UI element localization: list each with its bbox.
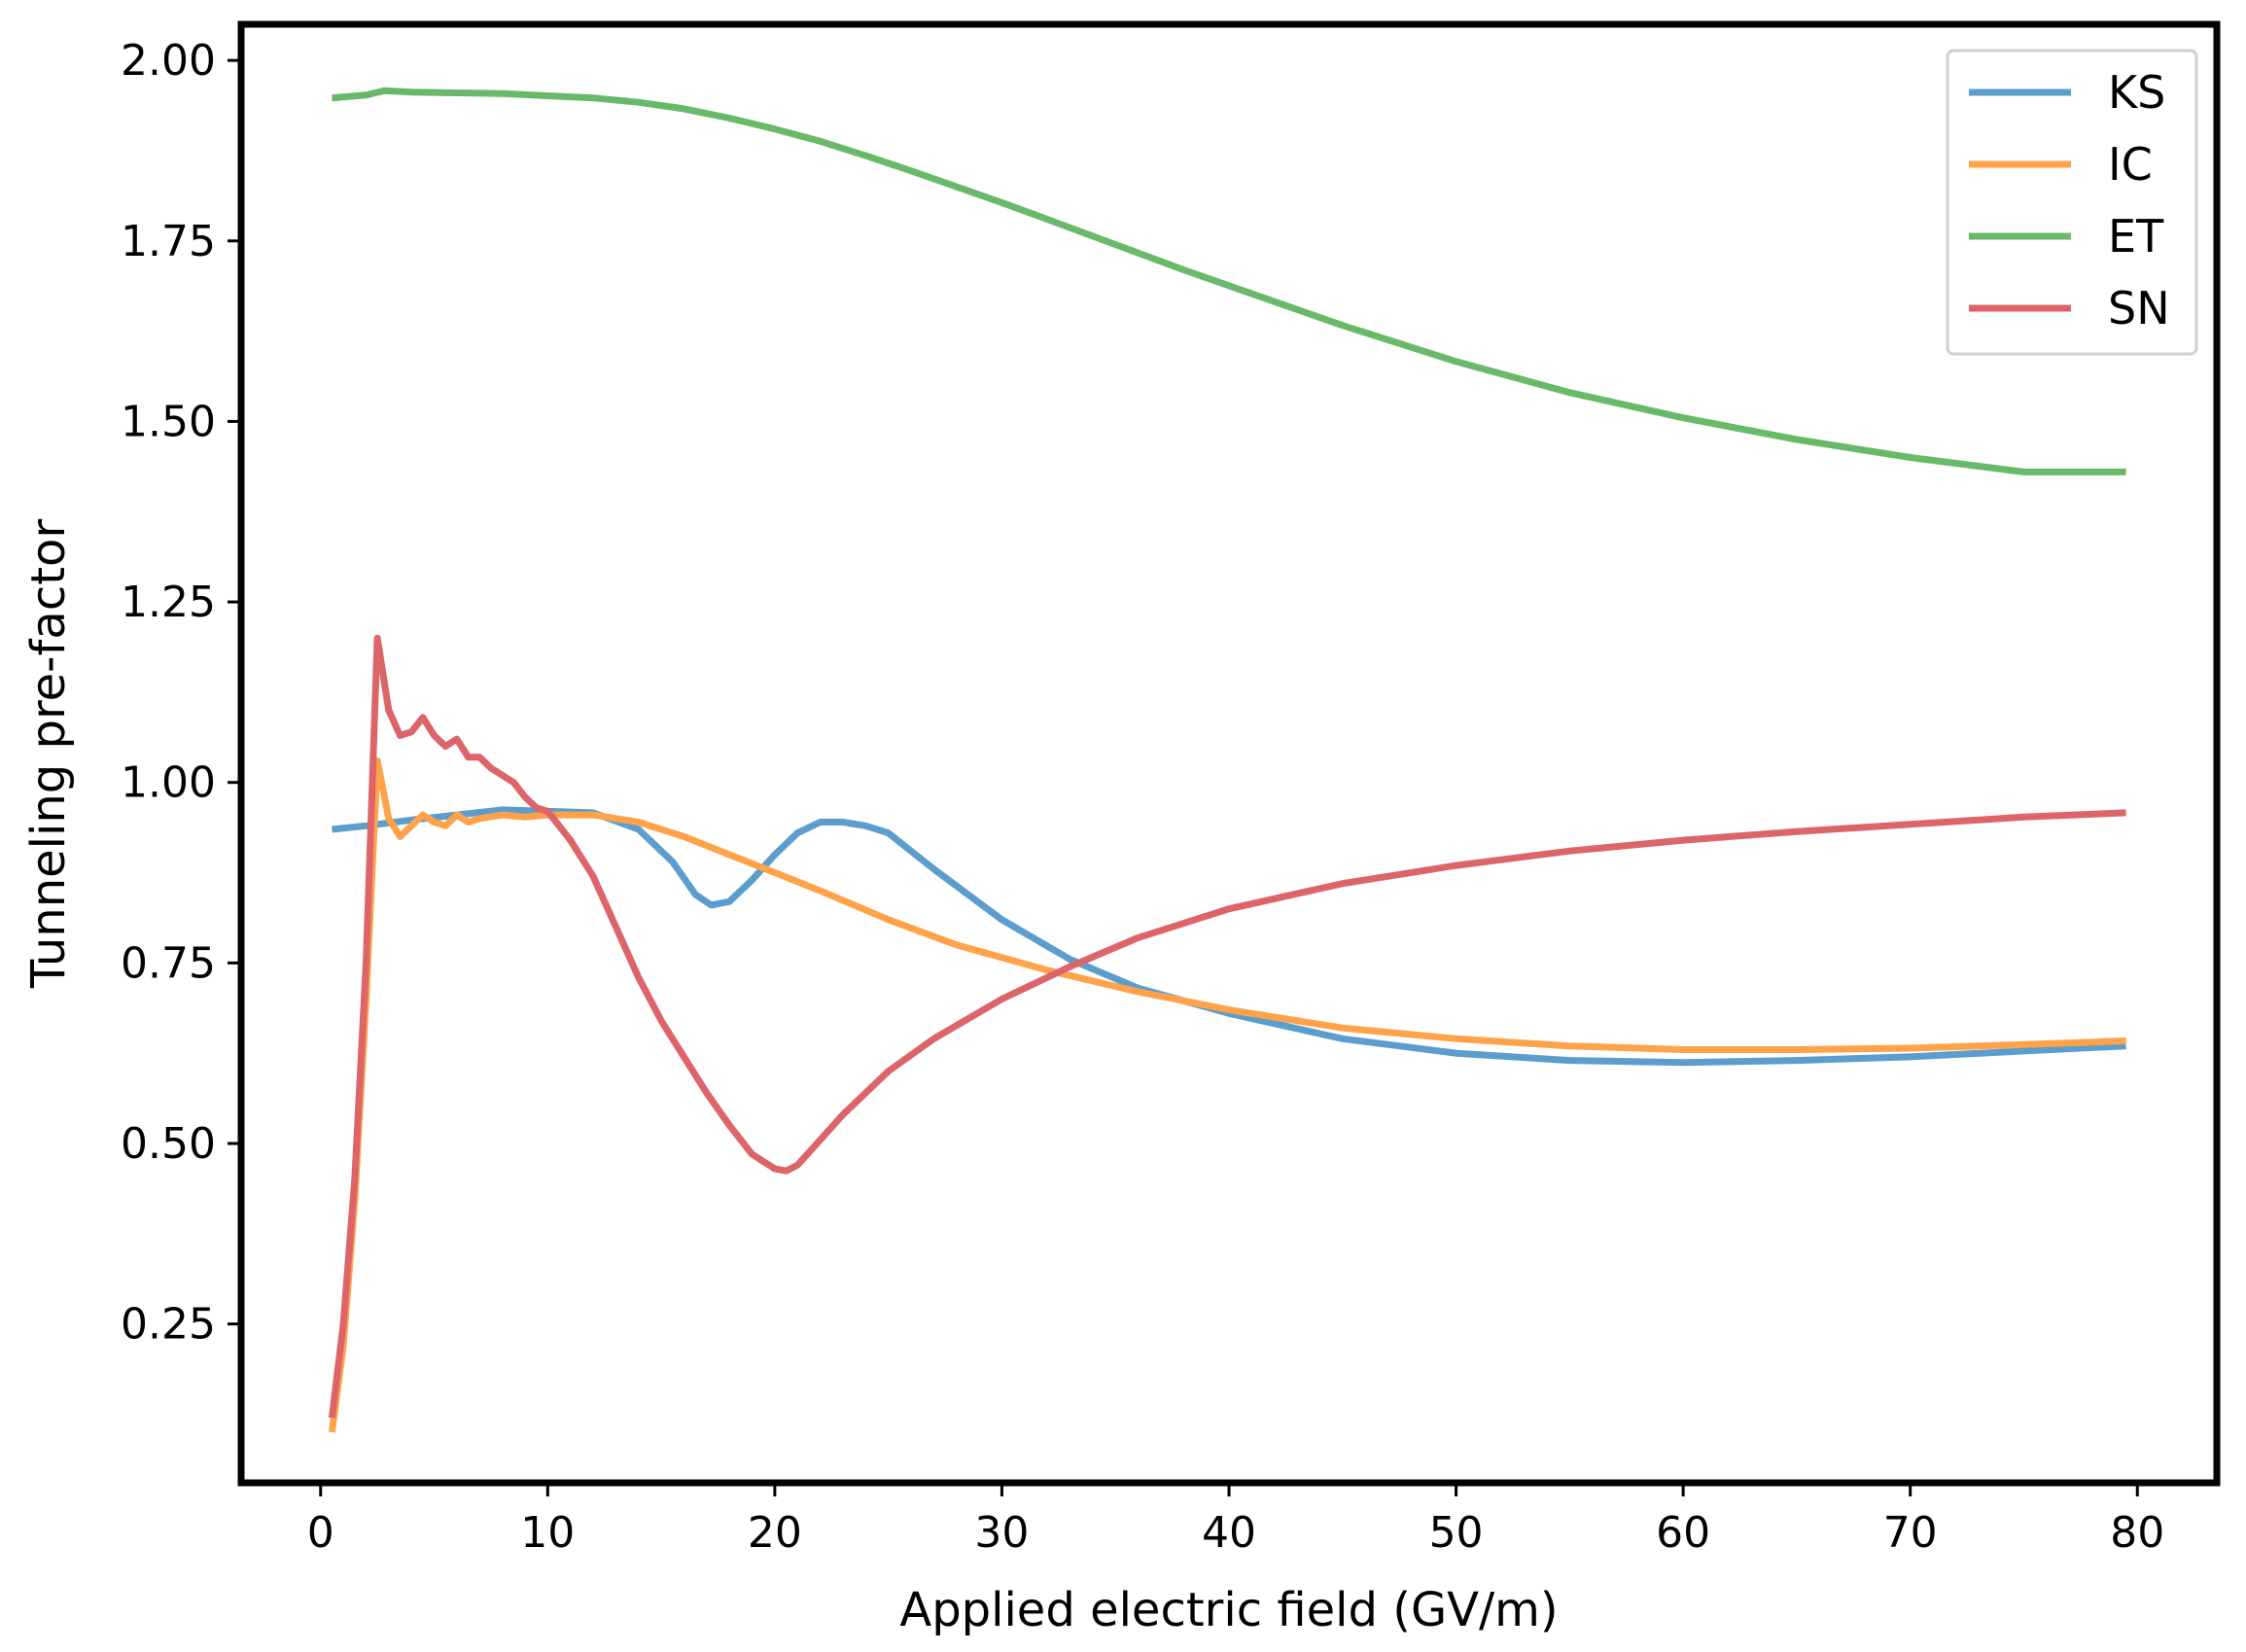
- series-line-ic: [328, 756, 2126, 1433]
- legend-label-ic: IC: [2108, 138, 2153, 191]
- legend-label-et: ET: [2108, 210, 2164, 263]
- x-tick-label: 10: [520, 1508, 575, 1558]
- y-tick-label: 1.75: [121, 217, 216, 266]
- x-tick-label: 30: [974, 1508, 1029, 1558]
- legend: KS IC ET SN: [1946, 49, 2198, 356]
- y-tick-label: 1.00: [121, 758, 216, 808]
- x-tick-label: 60: [1656, 1508, 1710, 1558]
- y-axis-title: Tunneling pre-factor: [21, 519, 76, 990]
- x-axis-title: Applied electric field (GV/m): [899, 1583, 1558, 1637]
- series-layer: [328, 87, 2126, 1433]
- series-line-sn: [328, 634, 2126, 1419]
- legend-box: [1946, 49, 2198, 356]
- x-tick-label: 80: [2110, 1508, 2164, 1558]
- y-tick-label: 0.25: [121, 1300, 216, 1350]
- x-tick-label: 50: [1429, 1508, 1484, 1558]
- x-tick-label: 20: [748, 1508, 802, 1558]
- legend-label-sn: SN: [2108, 282, 2170, 334]
- y-tick-label: 1.25: [121, 578, 216, 627]
- y-tick-label: 1.50: [121, 397, 216, 446]
- x-tick-label: 70: [1883, 1508, 1938, 1558]
- x-tick-label: 0: [307, 1508, 334, 1558]
- x-tick-label: 40: [1202, 1508, 1256, 1558]
- y-tick-label: 0.75: [121, 938, 216, 988]
- series-line-et: [332, 87, 2126, 475]
- x-axis: 0 10 20 30 40 50 60 70 80: [307, 1483, 2164, 1558]
- legend-label-ks: KS: [2108, 66, 2165, 119]
- y-axis: 0.25 0.50 0.75 1.00 1.25 1.50 1.75 2.00: [121, 36, 241, 1350]
- y-tick-label: 2.00: [121, 36, 216, 86]
- y-tick-label: 0.50: [121, 1119, 216, 1169]
